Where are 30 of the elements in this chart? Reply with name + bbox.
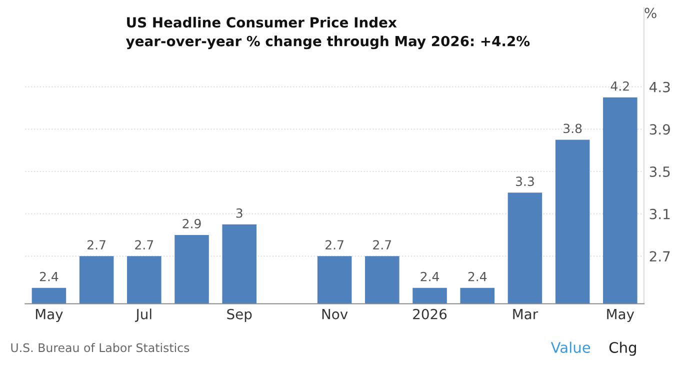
data-label: 3.8	[564, 124, 582, 134]
y-tick-label: 2.7	[650, 251, 670, 262]
text: Chg	[609, 342, 636, 356]
x-tick-label: 2026	[413, 308, 447, 320]
text: US Headline Consumer Price Index	[127, 16, 397, 28]
data-label: 3.3	[516, 176, 534, 186]
y-tick-label: 4.3	[650, 82, 670, 92]
data-label: 2.9	[182, 218, 201, 228]
data-label: 3	[236, 208, 242, 218]
x-tick-label: Nov	[322, 309, 348, 320]
data-label: 2.7	[88, 240, 106, 250]
data-label: 2.7	[373, 240, 392, 250]
data-label: 2.4	[420, 272, 439, 282]
text: U.S. Bureau of Labor Statistics	[11, 343, 190, 352]
y-tick-label: 3.5	[650, 166, 670, 177]
data-label: 2.7	[135, 240, 154, 250]
x-tick-label: Jul	[135, 308, 152, 322]
text: Value	[550, 342, 590, 353]
x-tick-label: May	[36, 309, 63, 322]
data-label: 2.4	[468, 272, 487, 282]
x-tick-label: May	[607, 309, 634, 322]
data-label: 4.2	[610, 81, 629, 91]
x-tick-label: Sep	[227, 308, 252, 322]
x-tick-label: Mar	[513, 309, 538, 320]
y-tick-label: 3.1	[650, 208, 670, 220]
data-label: 2.4	[40, 272, 58, 282]
text: year-over-year % change through May 2026: +4.2%	[126, 36, 530, 50]
y-tick-label: 3.9	[650, 124, 670, 135]
data-label: 2.7	[326, 240, 344, 250]
y-axis-title: %	[644, 8, 656, 18]
